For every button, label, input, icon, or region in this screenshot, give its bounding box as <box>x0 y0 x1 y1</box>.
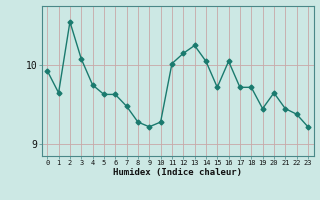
X-axis label: Humidex (Indice chaleur): Humidex (Indice chaleur) <box>113 168 242 177</box>
